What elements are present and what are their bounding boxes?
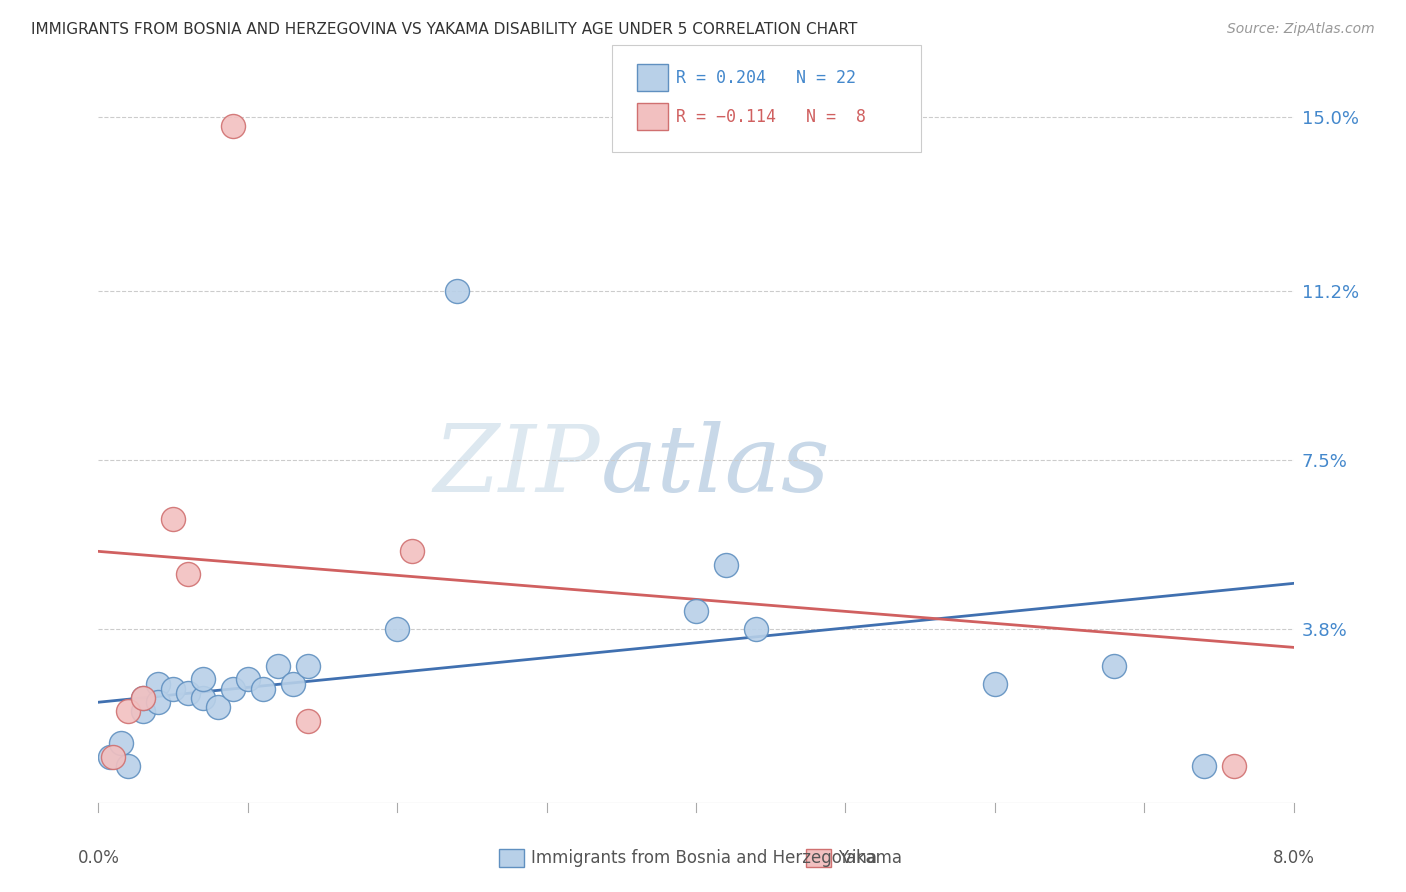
Point (117, 759, 139, 773)
Point (110, 736, 132, 750)
Point (1223, 759, 1246, 773)
Point (281, 677, 304, 691)
Point (267, 658, 290, 673)
Point (222, 681, 245, 696)
Point (162, 681, 184, 696)
Text: R = 0.204   N = 22: R = 0.204 N = 22 (676, 69, 856, 87)
Point (191, 673, 214, 687)
Point (297, 658, 319, 673)
Point (252, 681, 274, 696)
Point (222, 120, 245, 134)
Point (177, 686, 200, 700)
Point (117, 705, 139, 719)
Text: 0.0%: 0.0% (77, 848, 120, 866)
Point (191, 690, 214, 705)
Point (162, 512, 184, 526)
Point (207, 699, 229, 714)
Text: ZIP: ZIP (433, 421, 600, 511)
Point (177, 567, 200, 582)
Text: Source: ZipAtlas.com: Source: ZipAtlas.com (1227, 22, 1375, 37)
Point (714, 558, 737, 573)
Text: 8.0%: 8.0% (1272, 848, 1315, 866)
Point (401, 544, 423, 558)
Point (984, 677, 1007, 691)
Point (103, 750, 125, 764)
Point (132, 690, 155, 705)
Point (148, 677, 170, 691)
Text: IMMIGRANTS FROM BOSNIA AND HERZEGOVINA VS YAKAMA DISABILITY AGE UNDER 5 CORRELAT: IMMIGRANTS FROM BOSNIA AND HERZEGOVINA V… (31, 22, 858, 37)
Point (745, 622, 768, 636)
Text: Immigrants from Bosnia and Herzegovina: Immigrants from Bosnia and Herzegovina (531, 849, 877, 867)
Text: Yakama: Yakama (838, 849, 903, 867)
Text: atlas: atlas (600, 421, 830, 511)
Text: R = −0.114   N =  8: R = −0.114 N = 8 (676, 108, 866, 126)
Point (236, 673, 259, 687)
Point (685, 604, 707, 618)
Point (446, 284, 468, 298)
Point (385, 622, 409, 636)
Point (132, 690, 155, 705)
Point (148, 695, 170, 709)
Point (1192, 759, 1215, 773)
Point (1104, 658, 1126, 673)
Point (132, 705, 155, 719)
Point (297, 714, 319, 728)
Point (98, 750, 122, 764)
